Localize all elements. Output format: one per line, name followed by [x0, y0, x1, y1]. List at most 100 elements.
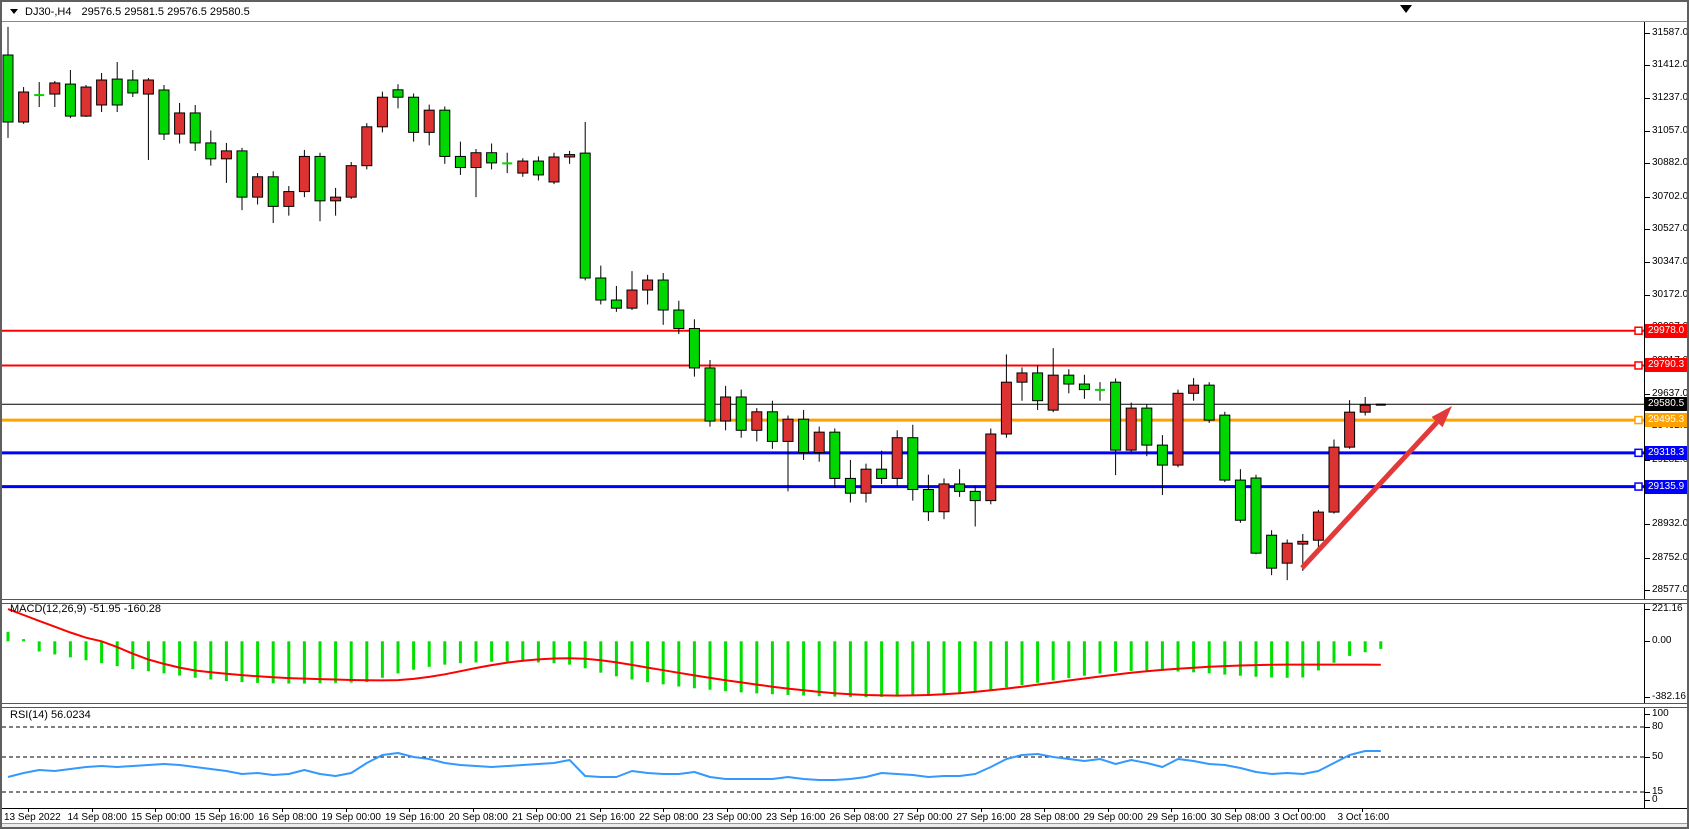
rsi-indicator-label: RSI(14) 56.0234: [10, 709, 91, 721]
macd-histogram-bar: [37, 641, 41, 652]
axis-tick: [1645, 589, 1650, 591]
rsi-pane-chart[interactable]: [2, 707, 1645, 808]
macd-histogram-bar: [864, 641, 868, 698]
candle-body: [158, 89, 170, 135]
candle-body: [735, 396, 747, 431]
macd-scale-label: 221.16: [1652, 603, 1683, 615]
time-tick-label: 27 Sep 16:00: [956, 812, 1017, 823]
macd-histogram-bar: [1316, 641, 1320, 671]
line-endpoint-handle: [1634, 482, 1643, 491]
candle-body: [688, 328, 700, 369]
chart-shift-marker-icon[interactable]: [1400, 5, 1412, 13]
rsi-scale-label: 100: [1652, 708, 1669, 719]
time-axis-tick: [1044, 809, 1045, 812]
candle-body: [610, 299, 622, 309]
time-axis-tick: [1298, 809, 1299, 812]
candle-body: [2, 54, 14, 123]
time-tick-label: 3 Oct 16:00: [1337, 812, 1390, 823]
candle-body: [439, 109, 451, 157]
macd-histogram-bar: [692, 641, 696, 689]
time-axis: 13 Sep 2022 14 Sep 08:00 15 Sep 00:00 15 Se…: [2, 808, 1687, 823]
macd-histogram-bar: [349, 641, 353, 683]
candle-body: [891, 437, 903, 479]
collapse-triangle-icon[interactable]: [10, 9, 18, 14]
macd-pane-chart[interactable]: [2, 603, 1645, 703]
candle-body: [1297, 540, 1309, 545]
candle-body: [1063, 374, 1075, 385]
macd-histogram-bar: [287, 641, 291, 684]
price-tick-label: 30172.0: [1652, 288, 1689, 300]
time-tick-label: 15 Sep 00:00: [131, 812, 191, 823]
price-tick-label: 29637.0: [1652, 387, 1689, 399]
candle-body: [408, 96, 420, 133]
macd-histogram-bar: [1082, 641, 1086, 676]
pane-splitter[interactable]: [2, 703, 1687, 708]
macd-histogram-bar: [334, 641, 338, 683]
axis-tick: [1645, 800, 1650, 801]
macd-histogram-bar: [1363, 641, 1367, 653]
axis-tick: [1645, 393, 1650, 395]
price-tick-label: 30527.0: [1652, 223, 1689, 235]
time-axis-tick: [536, 809, 537, 812]
candle-body: [127, 79, 139, 94]
macd-histogram-bar: [895, 641, 899, 697]
time-tick-label: 15 Sep 16:00: [194, 812, 255, 823]
candle-body: [751, 411, 763, 431]
candle-body: [236, 150, 248, 198]
macd-histogram-bar: [848, 641, 852, 697]
candle-body: [813, 431, 825, 454]
macd-histogram-bar: [1270, 641, 1274, 678]
time-axis-tick: [663, 809, 664, 812]
candle-body: [314, 155, 326, 202]
time-axis-tick: [1234, 809, 1236, 812]
candle-body: [938, 483, 950, 513]
macd-histogram-bar: [365, 641, 369, 683]
trend-arrow: [1300, 420, 1439, 570]
macd-histogram-bar: [380, 641, 384, 678]
candle-body: [283, 191, 295, 207]
axis-tick: [1645, 262, 1650, 264]
candle-body: [111, 78, 123, 106]
time-axis-tick: [345, 809, 347, 812]
axis-tick: [1645, 792, 1650, 793]
macd-histogram-bar: [1285, 641, 1289, 678]
candle-body: [907, 437, 919, 491]
candle-body: [205, 142, 217, 160]
macd-histogram-bar: [1332, 641, 1336, 663]
macd-histogram-bar: [1160, 641, 1164, 671]
macd-histogram-bar: [412, 641, 416, 670]
axis-tick: [1645, 229, 1650, 231]
macd-histogram-bar: [1098, 641, 1102, 674]
macd-histogram-bar: [146, 641, 150, 672]
time-axis-tick: [91, 809, 93, 812]
macd-histogram-bar: [22, 639, 26, 642]
axis-tick: [1645, 727, 1650, 728]
axis-tick: [1645, 196, 1650, 198]
candle-body: [564, 154, 576, 158]
price-level-tag: 29135.9: [1645, 479, 1687, 494]
candle-body: [470, 152, 482, 169]
candle-body: [720, 396, 732, 422]
rsi-scale-label: 80: [1652, 721, 1664, 732]
candle-body: [595, 277, 607, 301]
macd-histogram-bar: [396, 641, 400, 674]
candle-body: [486, 152, 498, 164]
axis-tick: [1645, 65, 1650, 67]
macd-histogram-bar: [271, 641, 275, 684]
candle-body: [49, 82, 61, 95]
candle-body: [1219, 414, 1231, 481]
price-tick-label: 30702.0: [1652, 190, 1689, 202]
chart-title-bar: DJ30-,H4 29576.5 29581.5 29576.5 29580.5: [2, 2, 1687, 22]
candle-body: [376, 96, 388, 128]
macd-histogram-bar: [724, 641, 728, 692]
price-level-tag: 29978.0: [1645, 323, 1687, 338]
candle-body: [454, 155, 466, 169]
macd-histogram-bar: [739, 641, 743, 693]
price-pane-chart[interactable]: [2, 21, 1645, 599]
pane-splitter[interactable]: [2, 599, 1687, 604]
candle-body: [798, 418, 810, 454]
macd-histogram-bar: [256, 641, 260, 683]
macd-histogram-bar: [1238, 641, 1242, 676]
candle-body: [1032, 372, 1044, 402]
macd-histogram-bar: [973, 641, 977, 692]
